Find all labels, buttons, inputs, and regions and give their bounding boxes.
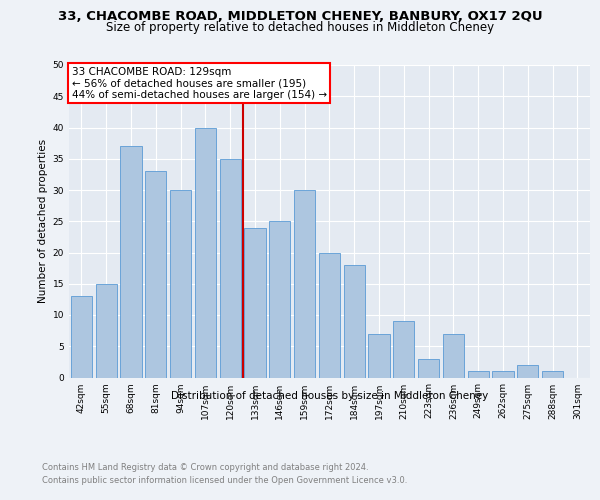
Bar — [95, 284, 117, 378]
Bar — [319, 252, 340, 378]
Bar — [467, 371, 489, 378]
Bar — [393, 322, 415, 378]
Bar — [145, 171, 166, 378]
Bar — [220, 159, 241, 378]
Bar — [244, 228, 266, 378]
Bar — [269, 221, 290, 378]
Bar — [418, 359, 439, 378]
Bar — [368, 334, 389, 378]
Y-axis label: Number of detached properties: Number of detached properties — [38, 139, 49, 304]
Bar — [71, 296, 92, 378]
Bar — [493, 371, 514, 378]
Bar — [443, 334, 464, 378]
Text: Contains public sector information licensed under the Open Government Licence v3: Contains public sector information licen… — [42, 476, 407, 485]
Bar — [121, 146, 142, 378]
Text: Distribution of detached houses by size in Middleton Cheney: Distribution of detached houses by size … — [171, 391, 488, 401]
Text: Contains HM Land Registry data © Crown copyright and database right 2024.: Contains HM Land Registry data © Crown c… — [42, 462, 368, 471]
Text: Size of property relative to detached houses in Middleton Cheney: Size of property relative to detached ho… — [106, 21, 494, 34]
Bar — [170, 190, 191, 378]
Text: 33 CHACOMBE ROAD: 129sqm
← 56% of detached houses are smaller (195)
44% of semi-: 33 CHACOMBE ROAD: 129sqm ← 56% of detach… — [71, 66, 327, 100]
Bar — [344, 265, 365, 378]
Text: 33, CHACOMBE ROAD, MIDDLETON CHENEY, BANBURY, OX17 2QU: 33, CHACOMBE ROAD, MIDDLETON CHENEY, BAN… — [58, 10, 542, 23]
Bar — [542, 371, 563, 378]
Bar — [294, 190, 315, 378]
Bar — [517, 365, 538, 378]
Bar — [195, 128, 216, 378]
